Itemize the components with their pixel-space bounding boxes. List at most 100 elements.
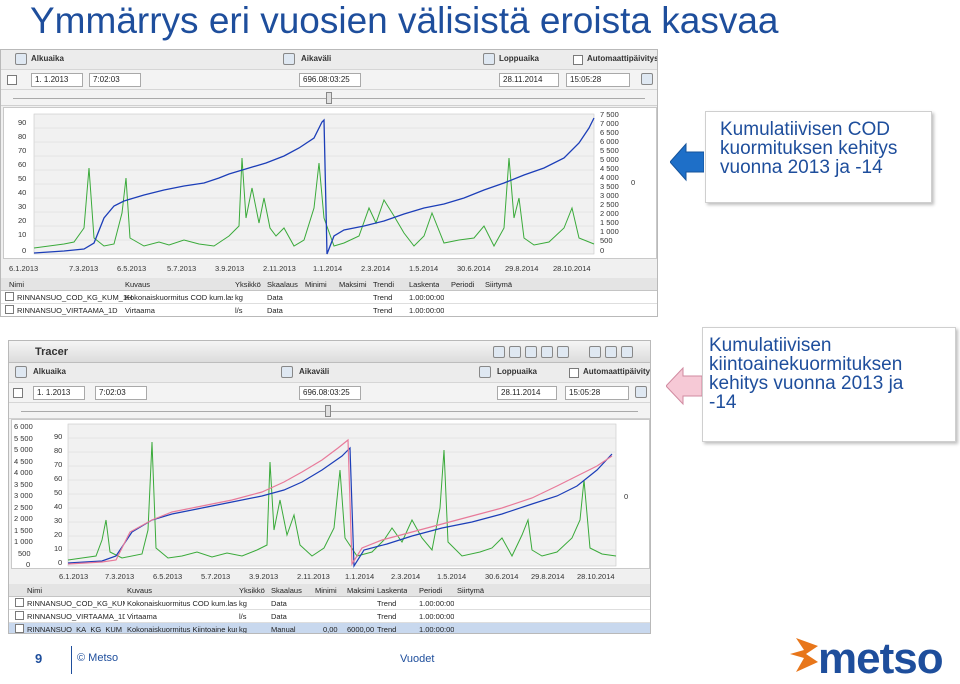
auto-update-checkbox[interactable] [569, 368, 579, 378]
open-icon[interactable] [509, 346, 521, 358]
help-icon[interactable] [621, 346, 633, 358]
column-header[interactable]: Nimi [9, 280, 24, 289]
row-checkbox[interactable] [5, 292, 14, 301]
axis-tick: 0 [22, 246, 27, 255]
axis-tick: 2 500 [14, 502, 33, 512]
search-icon[interactable] [589, 346, 601, 358]
time-slider[interactable] [1, 90, 657, 106]
interval-field[interactable]: 696.08:03:25 [299, 73, 361, 87]
table-row[interactable]: RINNANSUO_VIRTAAMA_1D Virtaama l/s Data … [9, 610, 650, 623]
axis-tick: 7 000 [600, 119, 619, 128]
column-header[interactable]: Laskenta [409, 280, 440, 289]
cod-cumulative-series [33, 117, 595, 255]
row-period: 1.00:00:00 [419, 625, 455, 634]
trend-plot-top[interactable]: 90 80 70 60 50 40 30 20 10 0 7 500 7 000… [3, 107, 657, 259]
trend-plot-bottom[interactable]: 6 000 5 500 5 000 4 500 4 000 3 500 3 00… [11, 419, 650, 569]
slider-thumb[interactable] [326, 92, 332, 104]
column-header[interactable]: Trendi [373, 280, 394, 289]
column-header[interactable]: Yksikkö [235, 280, 261, 289]
start-date-field[interactable]: 1. 1.2013 [33, 386, 85, 400]
row-checkbox[interactable] [15, 611, 24, 620]
end-date-field[interactable]: 28.11.2014 [497, 386, 557, 400]
column-header[interactable]: Minimi [315, 586, 337, 595]
calendar-icon[interactable] [15, 366, 27, 378]
axis-tick: 20 [54, 530, 63, 539]
row-period: 1.00:00:00 [419, 599, 455, 608]
slider-thumb[interactable] [325, 405, 331, 417]
column-header[interactable]: Skaalaus [271, 586, 302, 595]
table-row[interactable]: RINNANSUO_COD_KG_KUM_1H Kokonaiskuormitu… [1, 291, 657, 304]
start-time-field[interactable]: 7:02:03 [95, 386, 147, 400]
axis-tick: 70 [18, 146, 27, 155]
x-tick: 7.3.2013 [105, 572, 135, 581]
auto-update-label: Automaattipäivitys [583, 367, 651, 376]
column-header[interactable]: Periodi [419, 586, 443, 595]
start-date-field[interactable]: 1. 1.2013 [31, 73, 83, 87]
calendar-icon[interactable] [281, 366, 293, 378]
column-header[interactable]: Kuvaus [125, 280, 151, 289]
axis-tick: 80 [54, 446, 63, 455]
row-checkbox[interactable] [15, 624, 24, 633]
table-row-selected[interactable]: RINNANSUO_KA_KG_KUM_1H Kokonaiskuormitus… [9, 623, 650, 634]
x-tick: 29.8.2014 [531, 572, 565, 581]
column-header[interactable]: Maksimi [347, 586, 375, 595]
x-tick: 30.6.2014 [457, 264, 491, 273]
signal-grid-top: Nimi Kuvaus Yksikkö Skaalaus Minimi Maks… [1, 278, 657, 316]
folder-icon[interactable] [525, 346, 537, 358]
column-header[interactable]: Kuvaus [127, 586, 153, 595]
metso-logo-text: metso [818, 634, 944, 683]
virtaama-series [33, 157, 595, 249]
column-header[interactable]: Minimi [305, 280, 327, 289]
end-time-field[interactable]: 15:05:28 [565, 386, 629, 400]
tracer-titlebar: Tracer [9, 341, 650, 363]
x-tick: 6.5.2013 [153, 572, 183, 581]
grid-header: Nimi Kuvaus Yksikkö Skaalaus Minimi Maks… [1, 278, 657, 291]
print-icon[interactable] [557, 346, 569, 358]
export-icon[interactable] [605, 346, 617, 358]
calendar-icon[interactable] [283, 53, 295, 65]
column-header[interactable]: Skaalaus [267, 280, 298, 289]
calendar-icon[interactable] [15, 53, 27, 65]
calendar-icon[interactable] [483, 53, 495, 65]
table-row[interactable]: RINNANSUO_VIRTAAMA_1D Virtaama l/s Data … [1, 304, 657, 316]
axis-tick: 3 500 [14, 479, 33, 489]
save-icon[interactable] [541, 346, 553, 358]
column-header[interactable]: Siirtymä [457, 586, 485, 595]
refresh-icon[interactable] [635, 386, 647, 398]
column-header[interactable]: Siirtymä [485, 280, 513, 289]
start-enable-checkbox[interactable] [13, 388, 23, 398]
column-header[interactable]: Nimi [27, 586, 42, 595]
axis-tick: 2 500 [600, 200, 619, 209]
end-date-field[interactable]: 28.11.2014 [499, 73, 559, 87]
table-row[interactable]: RINNANSUO_COD_KG_KUM_1H Kokonaiskuormitu… [9, 597, 650, 610]
column-header[interactable]: Laskenta [377, 586, 408, 595]
column-header[interactable]: Periodi [451, 280, 475, 289]
auto-update-checkbox[interactable] [573, 55, 583, 65]
time-slider[interactable] [9, 403, 650, 419]
tracer-icon[interactable] [493, 346, 505, 358]
row-checkbox[interactable] [5, 305, 14, 314]
x-tick: 28.10.2014 [553, 264, 591, 273]
interval-field[interactable]: 696.08:03:25 [299, 386, 361, 400]
tracer-window-bottom: Tracer Alkuaika Aikaväli Loppuaika Autom… [8, 340, 651, 634]
axis-tick: 70 [54, 460, 63, 469]
kiintoaine-cumulative-series [67, 438, 613, 566]
refresh-icon[interactable] [641, 73, 653, 85]
column-header[interactable]: Maksimi [339, 280, 367, 289]
end-time-field[interactable]: 15:05:28 [566, 73, 630, 87]
auto-update-label: Automaattipäivitys [587, 54, 658, 63]
start-time-field[interactable]: 7:02:03 [89, 73, 141, 87]
axis-tick: 1 000 [14, 537, 33, 546]
metso-logo-icon [790, 638, 818, 672]
row-calc: Data [267, 306, 283, 315]
column-header[interactable]: Yksikkö [239, 586, 265, 595]
axis-tick: 90 [18, 118, 27, 127]
x-tick: 2.11.2013 [263, 264, 296, 273]
axis-tick: 1 500 [14, 525, 33, 535]
axis-tick: 80 [18, 132, 27, 141]
x-tick: 29.8.2014 [505, 264, 539, 273]
start-enable-checkbox[interactable] [7, 75, 17, 85]
row-name: RINNANSUO_COD_KG_KUM_1H [27, 599, 125, 608]
row-checkbox[interactable] [15, 598, 24, 607]
calendar-icon[interactable] [479, 366, 491, 378]
